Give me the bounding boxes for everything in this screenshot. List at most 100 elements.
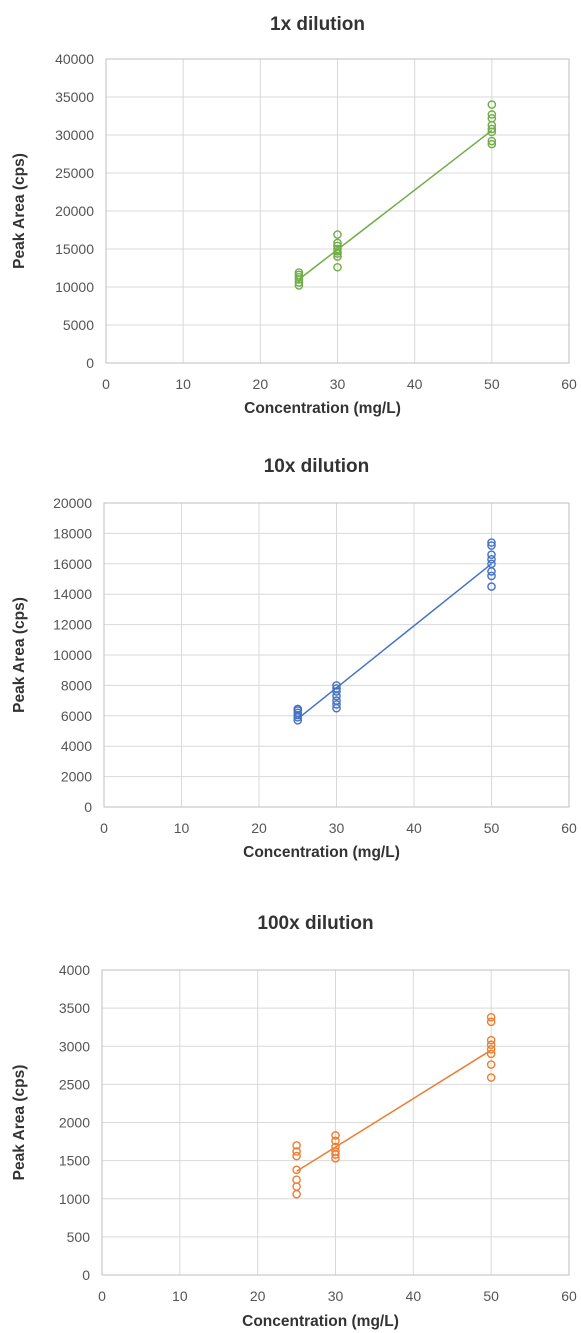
y-tick-label: 10000 [55, 279, 94, 295]
data-point [292, 1182, 301, 1191]
y-tick-label: 16000 [53, 556, 92, 572]
data-point [333, 262, 342, 272]
chart-title: 100x dilution [257, 913, 373, 934]
data-point [292, 1165, 301, 1175]
data-point [333, 244, 342, 254]
data-point [487, 554, 496, 564]
data-point [292, 1189, 301, 1199]
data-point [332, 696, 341, 705]
y-tick-label: 20000 [55, 203, 94, 219]
data-point [486, 1017, 496, 1027]
x-tick-label: 10 [175, 376, 191, 392]
data-point [332, 684, 341, 693]
x-tick-label: 0 [100, 820, 108, 836]
data-point [486, 1035, 496, 1045]
data-point [487, 541, 496, 550]
y-tick-label: 35000 [55, 89, 94, 105]
data-point [333, 241, 342, 251]
y-axis-label: Peak Area (cps) [11, 153, 28, 269]
trendline [297, 563, 492, 720]
data-point [332, 681, 341, 690]
x-tick-label: 60 [561, 820, 577, 836]
y-tick-label: 0 [82, 1267, 90, 1283]
data-point [292, 1141, 301, 1150]
data-point [486, 1073, 496, 1082]
x-tick-label: 40 [406, 820, 422, 836]
data-point [333, 238, 342, 248]
y-tick-label: 6000 [61, 708, 92, 724]
data-point [486, 1060, 496, 1069]
x-axis-label: Concentration (mg/L) [244, 400, 401, 417]
data-point [331, 1131, 340, 1140]
y-tick-label: 5000 [63, 317, 94, 333]
y-tick-label: 1000 [59, 1191, 90, 1207]
data-point [486, 1049, 496, 1059]
y-tick-label: 20000 [53, 495, 92, 511]
data-point [487, 124, 497, 134]
x-axis-label: Concentration (mg/L) [242, 1313, 399, 1330]
data-point [294, 268, 304, 277]
chart-3: 100x dilution050010001500200025003000350… [11, 913, 577, 1330]
y-tick-label: 15000 [55, 241, 94, 257]
data-point [487, 100, 497, 109]
x-tick-label: 10 [174, 820, 190, 836]
y-tick-label: 1500 [59, 1153, 90, 1169]
y-axis-label: Peak Area (cps) [11, 1065, 28, 1181]
x-tick-label: 40 [407, 376, 423, 392]
data-point [487, 113, 497, 123]
x-tick-label: 20 [253, 376, 269, 392]
x-tick-label: 0 [98, 1288, 106, 1304]
data-point [332, 687, 341, 696]
y-tick-label: 2500 [59, 1076, 90, 1092]
data-point [294, 281, 304, 290]
chart-1: 1x dilution 0 5000 10000 15000 20000 25000 3000… [11, 14, 577, 417]
x-tick-label: 10 [172, 1288, 188, 1304]
plot-area [101, 969, 570, 1276]
plot-area [105, 58, 570, 364]
x-tick-label: 30 [329, 820, 345, 836]
x-tick-label: 20 [251, 820, 267, 836]
x-tick-label: 50 [484, 820, 500, 836]
data-point [292, 1175, 301, 1184]
y-tick-label: 12000 [53, 617, 92, 633]
data-point [487, 559, 496, 569]
y-tick-label: 2000 [61, 769, 92, 785]
data-point [331, 1142, 340, 1152]
y-axis-label: Peak Area (cps) [11, 597, 28, 713]
y-tick-label: 0 [84, 799, 92, 815]
data-point [331, 1136, 340, 1146]
y-tick-label: 8000 [61, 677, 92, 693]
data-point [486, 1012, 496, 1022]
plot-area [103, 502, 570, 808]
x-tick-label: 50 [484, 376, 500, 392]
data-point [487, 571, 496, 581]
data-point [333, 230, 342, 239]
x-tick-label: 50 [483, 1288, 499, 1304]
y-tick-label: 30000 [55, 127, 94, 143]
y-tick-label: 14000 [53, 586, 92, 602]
data-point [487, 582, 496, 591]
trendline [296, 1049, 492, 1172]
data-point [487, 550, 496, 559]
y-tick-label: 3500 [59, 1000, 90, 1016]
data-point [293, 704, 303, 714]
data-point [487, 538, 496, 547]
x-tick-label: 60 [561, 1288, 577, 1304]
chart-title: 10x dilution [264, 456, 370, 477]
x-tick-label: 0 [102, 376, 110, 392]
data-point [292, 1147, 301, 1156]
x-tick-label: 20 [250, 1288, 266, 1304]
data-point [486, 1040, 496, 1050]
trendline [298, 129, 493, 280]
data-point [332, 700, 341, 709]
data-point [331, 1147, 340, 1156]
data-point [292, 1151, 301, 1161]
chart-2: 10x dilution 0 2000 4000 6000 8000 10000 12000 1… [11, 456, 577, 861]
x-tick-label: 40 [406, 1288, 422, 1304]
y-tick-label: 18000 [53, 525, 92, 541]
y-tick-label: 500 [67, 1229, 91, 1245]
x-tick-label: 60 [561, 376, 577, 392]
chart-title: 1x dilution [270, 14, 365, 35]
y-tick-label: 2000 [59, 1115, 90, 1131]
